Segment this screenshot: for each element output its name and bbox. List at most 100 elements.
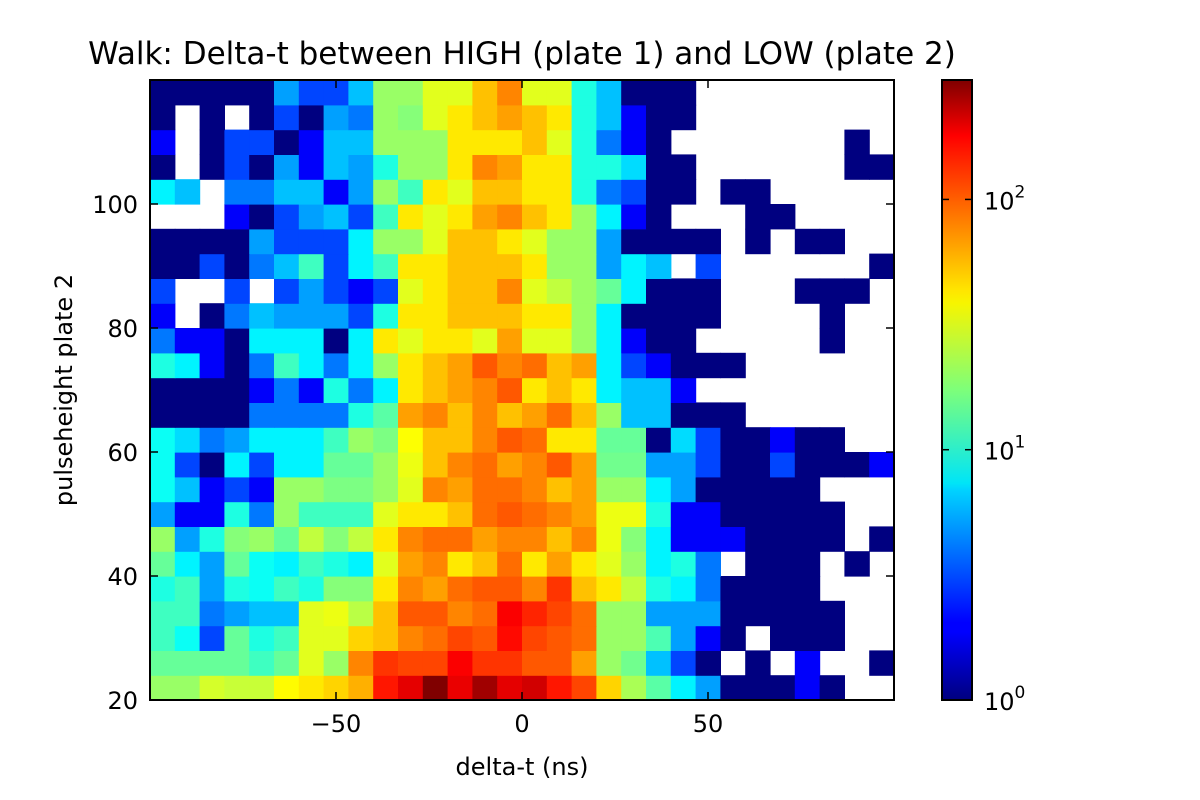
heatmap-cell	[770, 600, 796, 627]
heatmap-cell	[472, 526, 498, 552]
colorbar-tick-label: 102	[984, 182, 1025, 215]
heatmap-cell	[546, 328, 573, 354]
heatmap-cell	[323, 476, 349, 503]
heatmap-cell	[695, 551, 721, 577]
heatmap-cell	[720, 427, 746, 453]
heatmap-cell	[249, 154, 275, 180]
heatmap-cell	[596, 328, 622, 354]
heatmap-cell	[646, 129, 672, 155]
heatmap-cell	[150, 328, 176, 354]
heatmap-cell	[695, 253, 721, 279]
heatmap-cell	[546, 377, 573, 403]
heatmap-cell	[348, 228, 374, 255]
heatmap-cell	[621, 104, 647, 131]
heatmap-cell	[546, 476, 573, 503]
heatmap-cell	[472, 551, 498, 577]
heatmap-cell	[621, 228, 647, 255]
heatmap-cell	[398, 303, 424, 329]
heatmap-cell	[373, 625, 399, 651]
heatmap-cell	[199, 104, 225, 131]
heatmap-cell	[571, 154, 597, 180]
heatmap-cell	[546, 551, 573, 577]
heatmap-cell	[422, 104, 449, 131]
heatmap-cell	[646, 576, 672, 602]
heatmap-cell	[398, 675, 424, 701]
heatmap-cell	[571, 526, 597, 552]
heatmap-cell	[323, 625, 349, 651]
heatmap-cell	[150, 104, 176, 131]
heatmap-cell	[770, 476, 796, 503]
heatmap-cell	[447, 80, 473, 106]
heatmap-cell	[323, 452, 349, 478]
colorbar	[941, 79, 973, 701]
heatmap-cell	[670, 104, 697, 131]
heatmap-cell	[695, 352, 721, 379]
heatmap-cell	[447, 526, 473, 552]
heatmap-cell	[422, 501, 449, 527]
heatmap-cell	[745, 675, 771, 701]
heatmap-cell	[522, 427, 548, 453]
heatmap-cell	[522, 328, 548, 354]
heatmap-cell	[472, 377, 498, 403]
heatmap-cell	[199, 576, 225, 602]
heatmap-cell	[323, 228, 349, 255]
heatmap-cell	[745, 476, 771, 503]
heatmap-cell	[571, 328, 597, 354]
heatmap-cell	[571, 576, 597, 602]
heatmap-cell	[373, 452, 399, 478]
heatmap-cell	[323, 179, 349, 205]
heatmap-cell	[348, 253, 374, 279]
heatmap-cell	[646, 352, 672, 379]
heatmap-cell	[348, 179, 374, 205]
heatmap-cell	[447, 228, 473, 255]
heatmap-cell	[447, 377, 473, 403]
heatmap-cell	[794, 526, 821, 552]
heatmap-cell	[298, 427, 325, 453]
heatmap-cell	[274, 303, 300, 329]
heatmap-cell	[621, 129, 647, 155]
heatmap-cell	[695, 476, 721, 503]
heatmap-cell	[596, 501, 622, 527]
heatmap-cell	[398, 625, 424, 651]
heatmap-cell	[199, 501, 225, 527]
heatmap-cell	[199, 253, 225, 279]
heatmap-cell	[150, 402, 176, 428]
heatmap-cell	[373, 352, 399, 379]
heatmap-cell	[398, 452, 424, 478]
heatmap-cell	[720, 526, 746, 552]
heatmap-cell	[596, 204, 622, 230]
heatmap-cell	[224, 228, 250, 255]
heatmap-cell	[150, 80, 176, 106]
heatmap-cell	[447, 576, 473, 602]
heatmap-cell	[794, 228, 821, 255]
heatmap-cell	[596, 154, 622, 180]
heatmap-cell	[646, 278, 672, 304]
heatmap-cell	[546, 402, 573, 428]
heatmap-cell	[596, 402, 622, 428]
colorbar-tick-exponent: 1	[1015, 433, 1026, 453]
heatmap-cell	[745, 551, 771, 577]
heatmap-cell	[224, 600, 250, 627]
heatmap-cell	[398, 129, 424, 155]
heatmap-cell	[348, 600, 374, 627]
heatmap-cell	[274, 452, 300, 478]
heatmap-cell	[224, 352, 250, 379]
heatmap-cell	[150, 179, 176, 205]
heatmap-cell	[571, 402, 597, 428]
heatmap-cell	[522, 154, 548, 180]
colorbar-tick-label: 100	[984, 683, 1025, 716]
y-tick-label: 40	[107, 563, 138, 591]
heatmap-cell	[398, 228, 424, 255]
heatmap-cell	[249, 625, 275, 651]
heatmap-cell	[274, 253, 300, 279]
heatmap-cell	[224, 427, 250, 453]
heatmap-cell	[422, 452, 449, 478]
heatmap-cell	[596, 526, 622, 552]
heatmap-cell	[497, 377, 523, 403]
heatmap-cell	[472, 303, 498, 329]
heatmap-cell	[298, 80, 325, 106]
heatmap-cell	[224, 278, 250, 304]
heatmap-cell	[298, 526, 325, 552]
heatmap-cell	[472, 452, 498, 478]
heatmap-cell	[373, 129, 399, 155]
